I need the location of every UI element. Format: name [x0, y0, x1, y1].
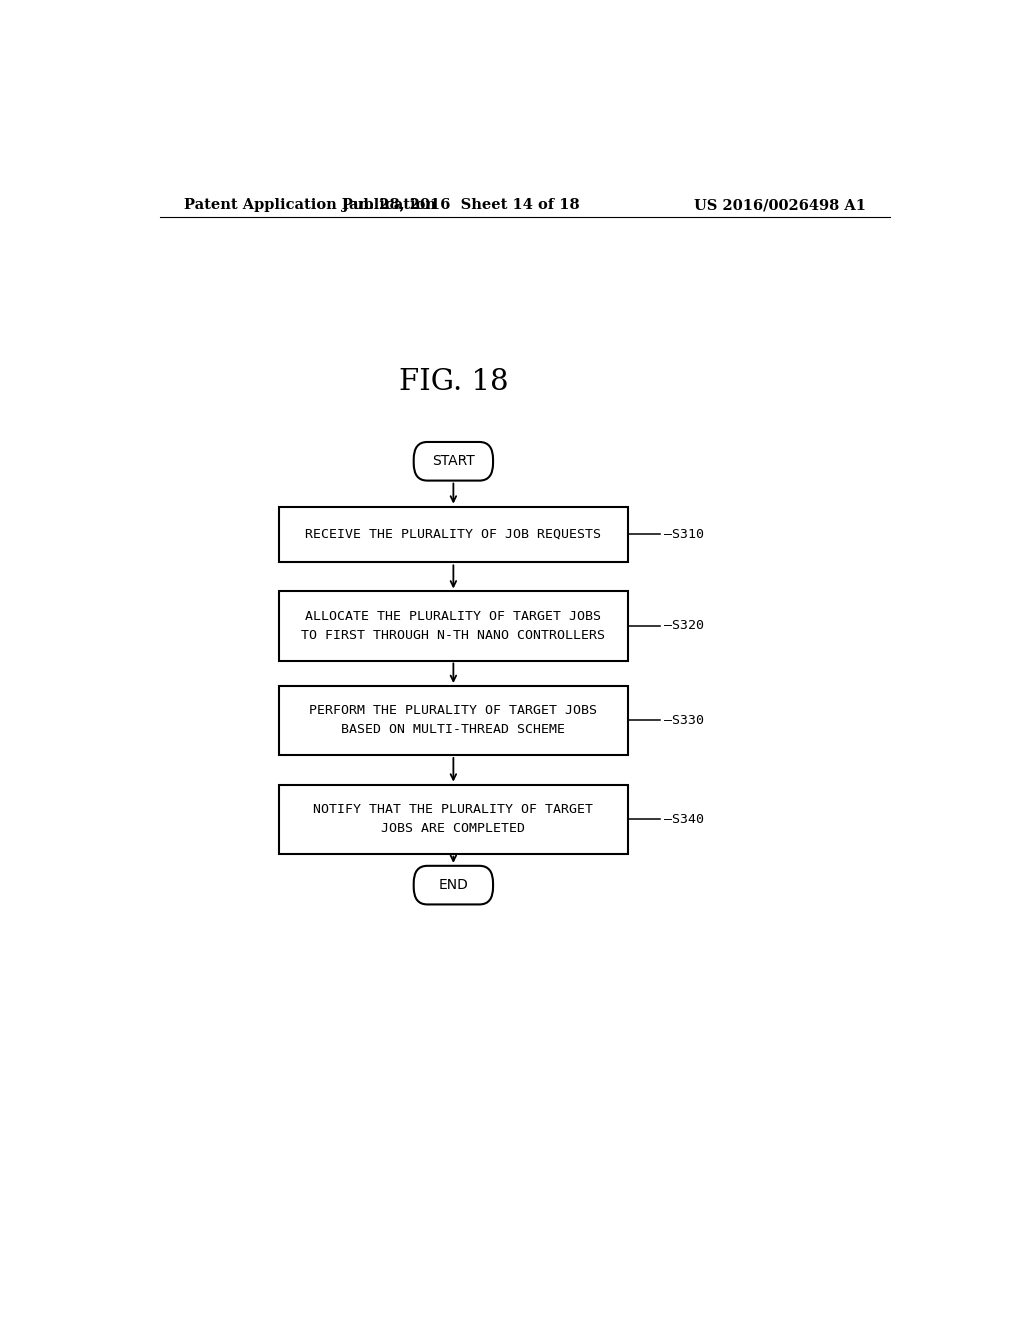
- Text: PERFORM THE PLURALITY OF TARGET JOBS
BASED ON MULTI-THREAD SCHEME: PERFORM THE PLURALITY OF TARGET JOBS BAS…: [309, 705, 597, 737]
- Text: END: END: [438, 878, 468, 892]
- Text: ALLOCATE THE PLURALITY OF TARGET JOBS
TO FIRST THROUGH N-TH NANO CONTROLLERS: ALLOCATE THE PLURALITY OF TARGET JOBS TO…: [301, 610, 605, 642]
- FancyBboxPatch shape: [279, 507, 628, 562]
- Text: START: START: [432, 454, 475, 469]
- Text: —S320: —S320: [664, 619, 703, 632]
- Text: —S310: —S310: [664, 528, 703, 541]
- Text: NOTIFY THAT THE PLURALITY OF TARGET
JOBS ARE COMPLETED: NOTIFY THAT THE PLURALITY OF TARGET JOBS…: [313, 803, 593, 836]
- FancyBboxPatch shape: [279, 784, 628, 854]
- FancyBboxPatch shape: [414, 866, 494, 904]
- FancyBboxPatch shape: [414, 442, 494, 480]
- Text: —S340: —S340: [664, 813, 703, 825]
- Text: US 2016/0026498 A1: US 2016/0026498 A1: [694, 198, 866, 213]
- FancyBboxPatch shape: [279, 591, 628, 660]
- Text: RECEIVE THE PLURALITY OF JOB REQUESTS: RECEIVE THE PLURALITY OF JOB REQUESTS: [305, 528, 601, 541]
- Text: Jan. 28, 2016  Sheet 14 of 18: Jan. 28, 2016 Sheet 14 of 18: [342, 198, 581, 213]
- Text: —S330: —S330: [664, 714, 703, 727]
- FancyBboxPatch shape: [279, 686, 628, 755]
- Text: FIG. 18: FIG. 18: [398, 368, 508, 396]
- Text: Patent Application Publication: Patent Application Publication: [183, 198, 435, 213]
